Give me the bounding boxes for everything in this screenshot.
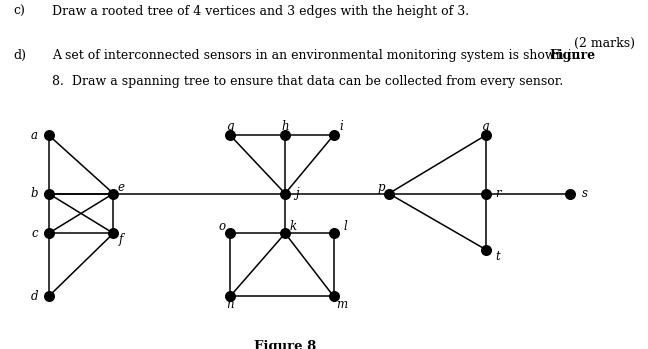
Point xyxy=(280,191,290,196)
Text: t: t xyxy=(495,250,500,263)
Point xyxy=(108,230,119,236)
Text: g: g xyxy=(226,120,234,133)
Text: 8.  Draw a spanning tree to ensure that data can be collected from every sensor.: 8. Draw a spanning tree to ensure that d… xyxy=(52,75,563,88)
Point xyxy=(225,294,235,299)
Point xyxy=(108,191,119,196)
Point xyxy=(225,230,235,236)
Point xyxy=(481,132,491,138)
Text: e: e xyxy=(118,180,124,193)
Point xyxy=(329,230,339,236)
Text: l: l xyxy=(343,220,347,233)
Text: a: a xyxy=(31,128,38,142)
Text: r: r xyxy=(495,187,500,200)
Point xyxy=(43,132,54,138)
Point xyxy=(481,191,491,196)
Text: Draw a rooted tree of 4 vertices and 3 edges with the height of 3.: Draw a rooted tree of 4 vertices and 3 e… xyxy=(52,5,469,18)
Point xyxy=(43,191,54,196)
Text: p: p xyxy=(377,180,385,193)
Text: k: k xyxy=(290,220,296,233)
Text: s: s xyxy=(581,187,588,200)
Text: o: o xyxy=(219,220,226,233)
Point xyxy=(280,230,290,236)
Point xyxy=(329,132,339,138)
Text: f: f xyxy=(119,233,123,246)
Text: c: c xyxy=(31,227,38,240)
Text: A set of interconnected sensors in an environmental monitoring system is shown i: A set of interconnected sensors in an en… xyxy=(52,49,583,62)
Text: (2 marks): (2 marks) xyxy=(574,37,635,50)
Point xyxy=(43,230,54,236)
Point xyxy=(43,294,54,299)
Text: h: h xyxy=(281,120,289,133)
Text: m: m xyxy=(336,298,347,311)
Text: i: i xyxy=(340,120,343,133)
Point xyxy=(481,247,491,252)
Text: j: j xyxy=(295,187,299,200)
Text: c): c) xyxy=(13,5,25,18)
Text: b: b xyxy=(30,187,38,200)
Text: n: n xyxy=(226,298,234,311)
Text: q: q xyxy=(482,120,490,133)
Point xyxy=(384,191,394,196)
Text: d): d) xyxy=(13,49,26,62)
Point xyxy=(225,132,235,138)
Text: Figure 8: Figure 8 xyxy=(254,340,316,349)
Text: Figure: Figure xyxy=(550,49,596,62)
Point xyxy=(280,132,290,138)
Point xyxy=(565,191,575,196)
Text: d: d xyxy=(30,290,38,303)
Point xyxy=(329,294,339,299)
